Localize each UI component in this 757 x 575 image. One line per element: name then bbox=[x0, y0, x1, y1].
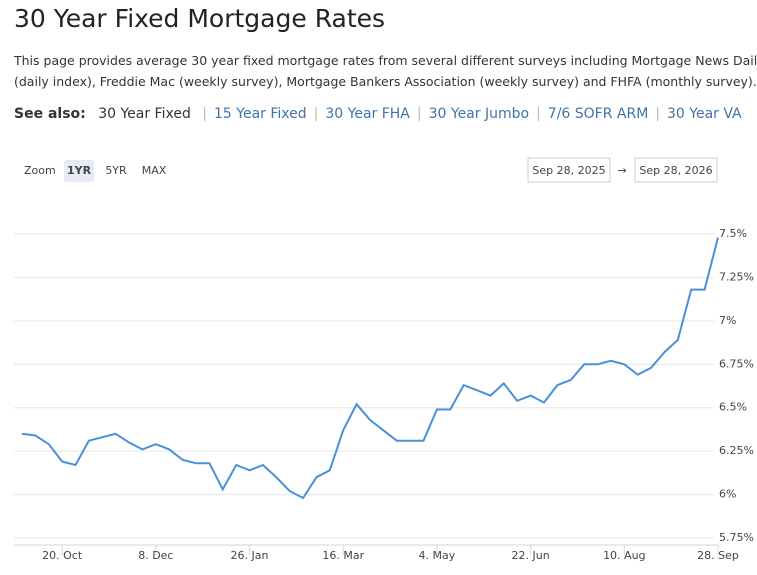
zoom-label: Zoom bbox=[24, 164, 56, 177]
description: This page provides average 30 year fixed… bbox=[14, 53, 757, 89]
x-tick-label: 8. Dec bbox=[138, 549, 173, 562]
current-page: 30 Year Fixed bbox=[98, 106, 191, 122]
y-tick-label: 5.75% bbox=[719, 531, 754, 544]
see-also-link[interactable]: 30 Year FHA bbox=[325, 106, 410, 122]
x-tick-label: 4. May bbox=[419, 549, 456, 562]
page-title: 30 Year Fixed Mortgage Rates bbox=[14, 4, 386, 33]
separator: | bbox=[313, 106, 319, 122]
date-to-box[interactable] bbox=[634, 157, 718, 183]
zoom-option[interactable]: MAX bbox=[142, 164, 167, 177]
y-tick-label: 6.75% bbox=[719, 357, 754, 370]
y-tick-label: 6.5% bbox=[719, 401, 747, 414]
y-tick-label: 6.25% bbox=[719, 444, 754, 457]
x-tick-label: 10. Aug bbox=[603, 549, 645, 562]
see-also-link[interactable]: 15 Year Fixed bbox=[214, 106, 307, 122]
chart: Zoom Sep 28, 2025 → Sep 28, 2026 1YR 5YR M… bbox=[14, 157, 754, 562]
x-tick-label: 26. Jan bbox=[231, 549, 269, 562]
see-also: See also: 30 Year Fixed | 15 Year Fixed | 3… bbox=[14, 106, 742, 122]
see-also-link[interactable]: 7/6 SOFR ARM bbox=[547, 106, 649, 122]
separator: | bbox=[202, 106, 208, 122]
zoom-button[interactable] bbox=[64, 160, 94, 182]
y-tick-label: 7.25% bbox=[719, 270, 754, 283]
date-separator: → bbox=[617, 164, 626, 177]
x-tick-label: 22. Jun bbox=[512, 549, 550, 562]
separator: | bbox=[655, 106, 661, 122]
rate-line bbox=[21, 237, 719, 500]
date-from-box[interactable] bbox=[527, 157, 611, 183]
x-tick-label: 20. Oct bbox=[42, 549, 83, 562]
y-tick-label: 6% bbox=[719, 488, 736, 501]
see-also-link[interactable]: 30 Year Jumbo bbox=[428, 106, 530, 122]
see-also-label: See also: bbox=[14, 106, 86, 122]
y-tick-label: 7.5% bbox=[719, 227, 747, 240]
date-from[interactable]: Sep 28, 2025 bbox=[532, 164, 605, 177]
zoom-option[interactable]: 5YR bbox=[105, 164, 127, 177]
x-tick-label: 28. Sep bbox=[697, 549, 739, 562]
y-tick-label: 7% bbox=[719, 314, 736, 327]
separator: | bbox=[416, 106, 422, 122]
see-also-link[interactable]: 30 Year VA bbox=[667, 106, 742, 122]
zoom-option[interactable]: 1YR bbox=[67, 164, 92, 177]
separator: | bbox=[536, 106, 541, 122]
date-to[interactable]: Sep 28, 2026 bbox=[639, 164, 712, 177]
x-tick-label: 16. Mar bbox=[322, 549, 364, 562]
